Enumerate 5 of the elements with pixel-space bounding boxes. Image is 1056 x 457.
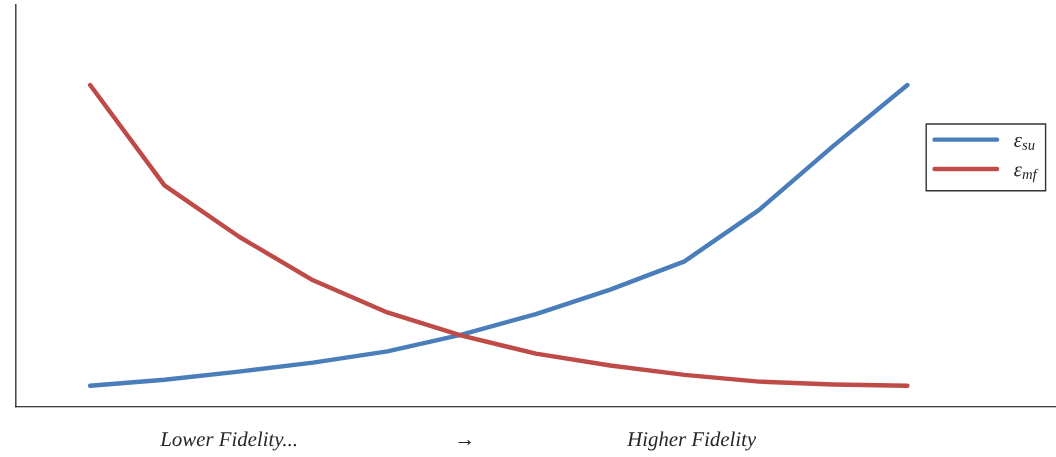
- text: Lower Fidelity...: [160, 431, 297, 451]
- text: Higher Fidelity: [626, 431, 757, 451]
- legend-label: ε$_{mf}$: [1014, 166, 1039, 183]
- text: →: [458, 440, 471, 445]
- legend-label: ε$_{su}$: [1014, 136, 1035, 150]
